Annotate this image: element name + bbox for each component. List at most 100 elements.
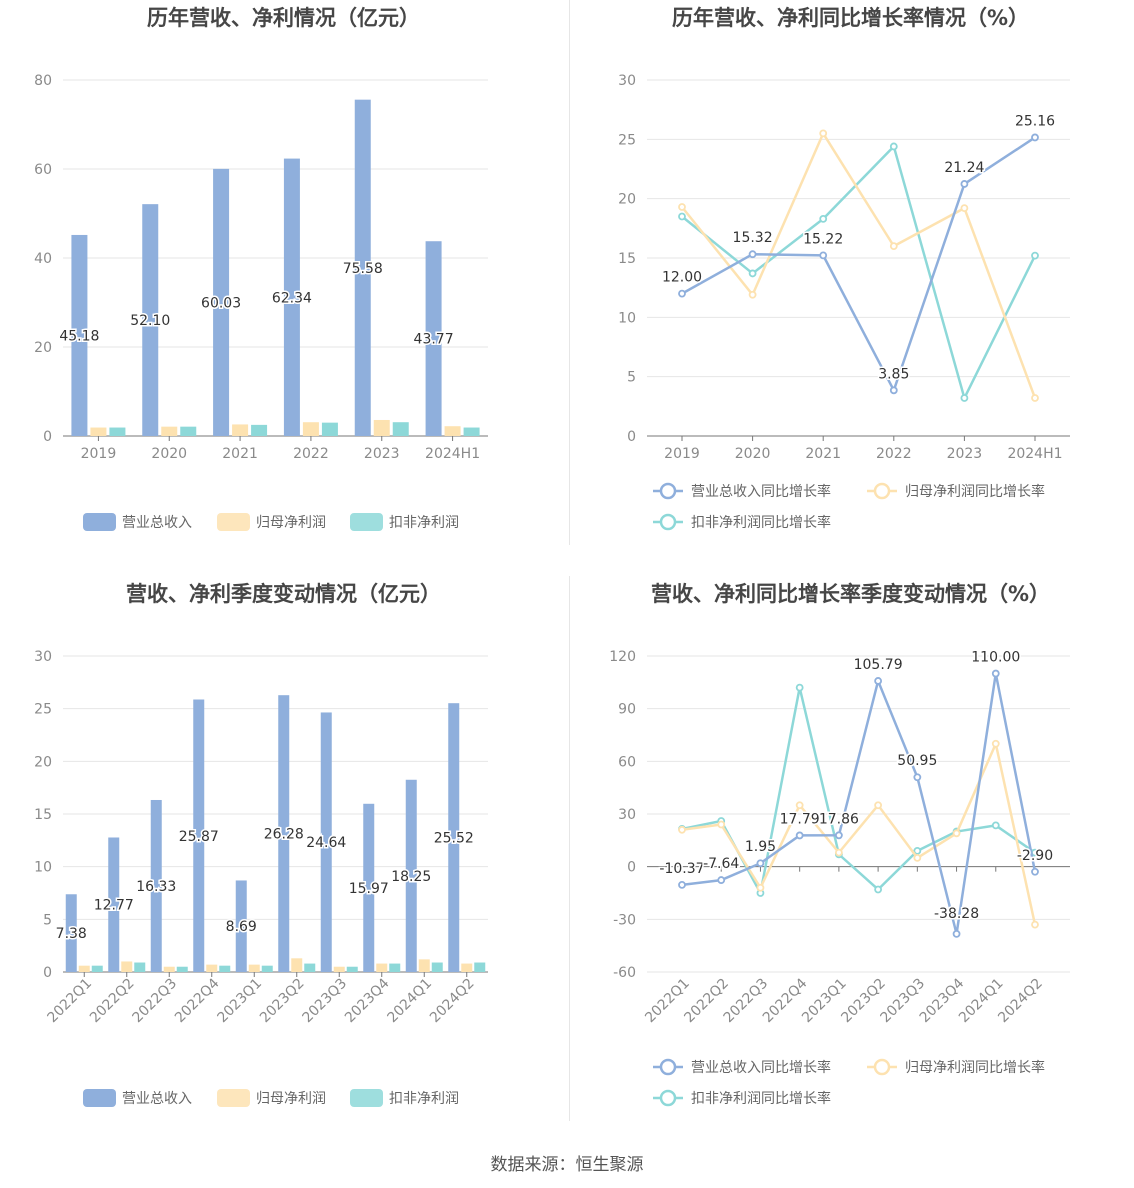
c1-series-point [748, 269, 757, 278]
divider-top [569, 0, 570, 545]
c0-revenue-data-label: 45.18 [59, 328, 99, 344]
c1-series-point [819, 129, 828, 138]
c2-bar-revenue [448, 703, 460, 972]
c2-bar-revenue [65, 894, 77, 972]
c0-legend-label: 营业总收入 [122, 515, 192, 531]
c3-y-tick-label: -30 [613, 912, 636, 928]
quarterly-growth-chart: -60-3003060901202022Q12022Q22022Q32022Q4… [609, 648, 1070, 1107]
c2-revenue-data-label: 12.77 [94, 898, 134, 914]
c3-revenue-growth-data-label: 105.79 [854, 657, 903, 673]
c3-series-point [756, 883, 765, 892]
c0-bar-revenue [425, 241, 442, 436]
c2-bar-revenue [363, 803, 375, 972]
c0-revenue-data-label: 43.77 [414, 332, 454, 348]
c3-y-tick-label: 120 [609, 649, 636, 665]
c3-y-tick-label: 60 [618, 754, 636, 770]
c3-series-point [717, 820, 726, 829]
c3-legend-label: 营业总收入同比增长率 [691, 1059, 831, 1076]
c0-bar-deducted-profit [251, 424, 268, 436]
c2-bar-revenue [193, 699, 205, 972]
c3-revenue-growth-data-label: -10.37 [659, 861, 704, 877]
c3-series-line [681, 742, 1037, 925]
annual-bar-chart: 0 20 40 60 80 2019 2020 2021 2022 2023 2024H1 45.18… [34, 73, 488, 531]
c1-legend-label: 扣非净利润同比增长率 [691, 514, 831, 531]
c0-legend-label: 扣非净利润 [389, 515, 459, 531]
c2-bar-deducted-profit [389, 963, 401, 972]
c1-series-point [1031, 251, 1039, 260]
c3-y-tick-label: 30 [618, 807, 636, 823]
c2-legend-label: 归母净利润 [256, 1090, 326, 1107]
c0-bar-net-profit [232, 424, 249, 436]
c2-revenue-data-label: 24.64 [306, 835, 346, 851]
c2-x-tick-label: 2022Q1 [44, 976, 95, 1027]
c1-y-tick-label: 30 [618, 73, 636, 89]
c3-revenue-growth-data-label: 50.95 [897, 753, 937, 769]
c2-x-tick-label: 2023Q2 [257, 976, 308, 1027]
c1-revenue-growth-data-label: 3.85 [878, 366, 909, 382]
c2-bar-deducted-profit [431, 962, 443, 972]
c0-y-tick-label: 80 [34, 73, 52, 89]
c1-revenue-growth-data-label: 12.00 [662, 270, 702, 286]
c0-bar-revenue [213, 168, 230, 436]
c1-legend-marker [659, 482, 677, 500]
c1-series-point [960, 204, 969, 213]
c2-legend-label: 营业总收入 [122, 1091, 192, 1107]
c3-revenue-growth-data-label: -2.90 [1017, 848, 1053, 864]
c2-bar-revenue [278, 695, 290, 972]
c3-legend-label: 扣非净利润同比增长率 [691, 1090, 831, 1107]
c1-y-tick-label: 0 [627, 429, 636, 445]
c3-y-tick-label: -60 [613, 965, 636, 981]
c2-bar-deducted-profit [134, 962, 146, 972]
annual-growth-panel: 历年营收、净利同比增长率情况（%） 0 5 10 15 20 25 30 2019 2020 20… [567, 0, 1134, 576]
c1-plot-group: 0 5 10 15 20 25 30 2019 2020 2021 2022 2023 2024H1 12… [618, 73, 1070, 531]
c2-bar-deducted-profit [346, 966, 358, 972]
c2-x-tick-label: 2023Q1 [214, 976, 265, 1027]
quarterly-bar-title: 营收、净利季度变动情况（亿元） [126, 582, 441, 606]
annual-growth-title: 历年营收、净利同比增长率情况（%） [671, 6, 1030, 30]
c1-legend-marker [659, 513, 677, 531]
c2-x-tick-label: 2024Q1 [384, 976, 435, 1027]
c1-series-point [748, 290, 757, 299]
c3-legend-label: 归母净利润同比增长率 [905, 1059, 1045, 1076]
c2-revenue-data-label: 26.28 [264, 827, 304, 843]
c3-series-point [952, 829, 961, 838]
annual-bar-title: 历年营收、净利情况（亿元） [147, 6, 420, 30]
c2-x-tick-label: 2023Q4 [342, 975, 393, 1026]
c1-series-point [678, 203, 686, 211]
c3-series-point [874, 801, 883, 810]
quarterly-growth-title: 营收、净利同比增长率季度变动情况（%） [650, 582, 1051, 606]
c3-series-point [795, 801, 804, 810]
c3-series-point [717, 876, 726, 884]
c0-bar-net-profit [90, 427, 107, 436]
c0-x-tick-label: 2022 [293, 446, 329, 462]
c2-y-tick-label: 25 [34, 702, 52, 718]
c3-series-point [678, 880, 686, 889]
c3-series-point [756, 859, 765, 868]
c1-series-point [678, 212, 686, 221]
c0-bar-revenue [283, 158, 300, 436]
c2-y-tick-label: 5 [43, 912, 52, 928]
c3-series-line [681, 672, 1037, 936]
c1-series-point [889, 142, 898, 151]
c0-plot-group: 0 20 40 60 80 2019 2020 2021 2022 2023 2024H1 45.18… [34, 73, 488, 531]
c3-series-point [913, 853, 922, 862]
c1-series-point [960, 180, 969, 188]
c3-revenue-growth-data-label: 17.86 [819, 811, 859, 827]
c1-series-point [960, 394, 969, 402]
c0-bar-net-profit [302, 422, 319, 436]
c3-series-point [913, 773, 922, 782]
c2-bar-revenue [150, 799, 162, 972]
c2-legend-swatch [350, 1089, 383, 1107]
data-source-note: 数据来源：恒生聚源 [490, 1155, 644, 1175]
c2-legend-swatch [83, 1089, 116, 1107]
c1-revenue-growth-data-label: 15.32 [733, 230, 773, 246]
c3-series-point [795, 683, 804, 692]
c2-bar-deducted-profit [91, 965, 103, 972]
c0-bar-revenue [354, 99, 371, 436]
c0-y-tick-label: 20 [34, 340, 52, 356]
c0-revenue-data-label: 52.10 [130, 313, 170, 329]
c1-revenue-growth-data-label: 21.24 [944, 160, 984, 176]
c3-series-point [1031, 867, 1039, 876]
c2-legend-swatch [217, 1089, 250, 1107]
c0-revenue-data-label: 60.03 [201, 295, 241, 311]
